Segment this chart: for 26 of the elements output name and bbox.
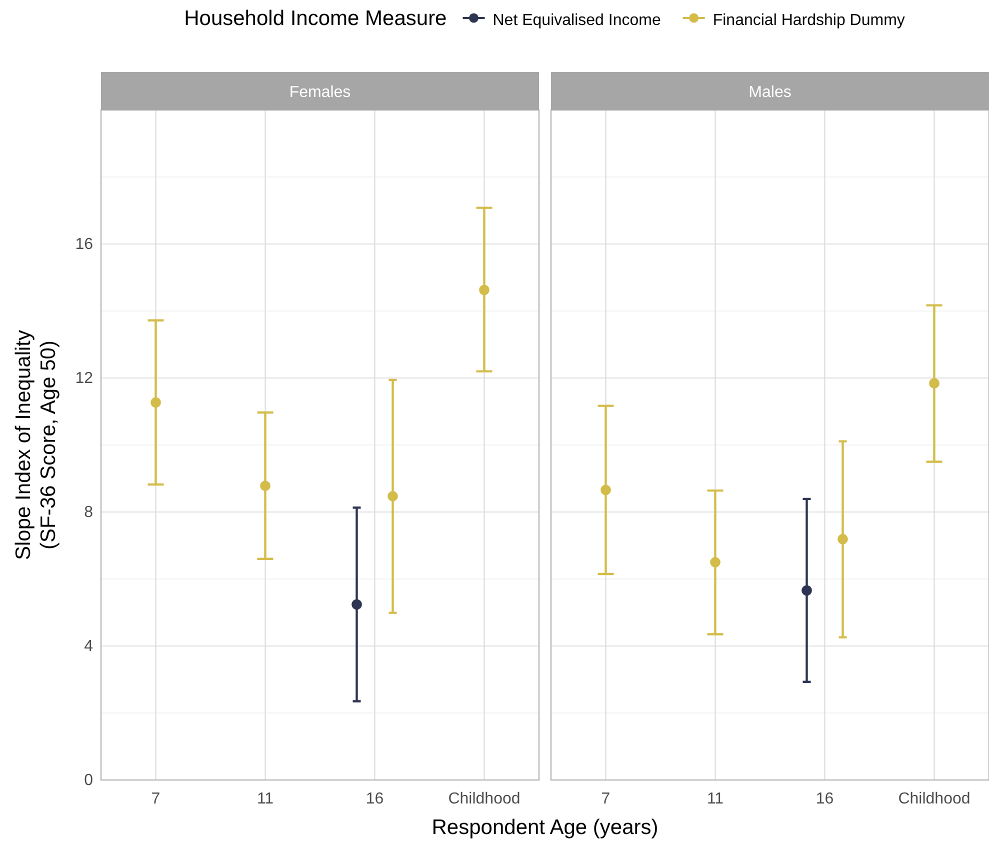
x-tick-label: Childhood: [448, 790, 520, 808]
y-tick-label: 8: [84, 504, 94, 522]
y-tick-label: 4: [84, 638, 94, 656]
x-tick-label: 16: [366, 790, 384, 808]
legend-label: Financial Hardship Dummy: [712, 12, 905, 29]
legend-title: Household Income Measure: [184, 7, 447, 30]
point: [600, 484, 611, 496]
chart-title: Females: [289, 84, 351, 101]
x-tick-label: 16: [816, 790, 834, 808]
legend-label: Net Equivalised Income: [492, 12, 661, 29]
x-tick-label: 7: [151, 790, 160, 808]
x-tick-label: Childhood: [898, 790, 970, 808]
point: [710, 557, 720, 568]
chart-title: Males: [748, 84, 792, 101]
point: [479, 284, 490, 296]
point: [929, 378, 940, 389]
y-tick-label: 12: [75, 370, 94, 388]
x-tick-label: 11: [256, 790, 274, 808]
x-tick-label: 11: [706, 790, 724, 808]
point: [150, 397, 161, 408]
point: [260, 480, 270, 492]
y-tick-label: 16: [75, 236, 94, 254]
x-tick-label: 7: [601, 790, 610, 808]
y-axis-title: Slope Index of Inequality (SF-36 Score, Age 50): [12, 330, 60, 560]
x-axis-title: Respondent Age (years): [432, 816, 658, 839]
y-tick-label: 0: [84, 772, 94, 790]
